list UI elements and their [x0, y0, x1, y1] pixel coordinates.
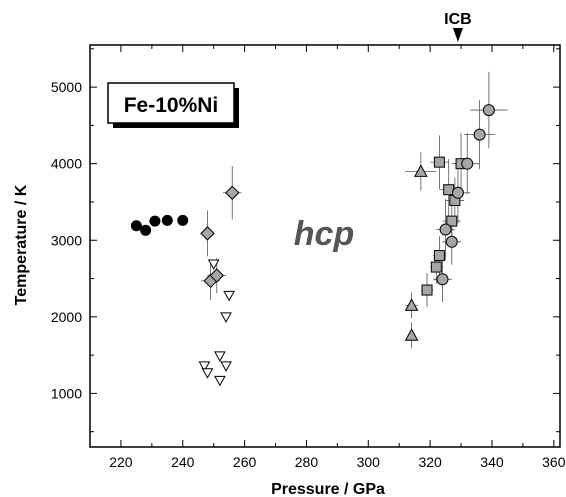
x-tick-label: 320 [418, 454, 442, 470]
data-point [225, 185, 240, 200]
data-point [473, 128, 486, 141]
data-point [451, 186, 464, 199]
y-tick-label: 5000 [51, 79, 82, 95]
data-point [436, 273, 449, 286]
data-point [404, 298, 419, 311]
icb-arrow-icon [452, 28, 463, 42]
y-axis-title: Temperature / K [13, 184, 30, 305]
x-tick-label: 340 [480, 454, 504, 470]
x-tick-label: 300 [357, 454, 381, 470]
data-point [214, 375, 226, 387]
error-bars [201, 71, 508, 349]
data-point [433, 250, 445, 262]
data-point [177, 214, 189, 226]
data-point [201, 368, 214, 379]
data-point [198, 361, 211, 372]
y-tick-label: 4000 [51, 156, 82, 172]
y-tick-label: 3000 [51, 232, 82, 248]
data-point [414, 164, 428, 177]
data-point [461, 157, 474, 170]
sample-label: Fe-10%Ni [124, 94, 219, 117]
data-point [149, 215, 161, 227]
data-markers [130, 104, 495, 387]
sample-label-box: Fe-10%Ni [107, 82, 239, 128]
data-point [161, 214, 173, 226]
x-tick-label: 260 [233, 454, 257, 470]
data-point [200, 226, 215, 241]
data-point [140, 224, 152, 236]
y-tick-label: 2000 [51, 309, 82, 325]
y-tick-label: 1000 [51, 385, 82, 401]
data-point [439, 223, 452, 236]
icb-label: ICB [444, 11, 472, 28]
data-point [207, 259, 220, 271]
data-point [445, 235, 458, 248]
axis-ticks: 220 240 260 280 300 320 340 360 1000 2000 3000 4000… [51, 45, 566, 470]
plot-frame [89, 44, 561, 448]
x-axis-title: Pressure / GPa [271, 481, 385, 497]
x-tick-label: 280 [295, 454, 319, 470]
data-point [482, 104, 495, 117]
data-point [404, 328, 419, 341]
data-point [430, 261, 442, 273]
data-point [220, 361, 232, 372]
phase-label: hcp [294, 215, 354, 253]
data-point [220, 312, 232, 323]
data-point [446, 215, 458, 227]
data-point [223, 290, 235, 302]
data-point [421, 284, 433, 296]
x-tick-label: 240 [171, 454, 195, 470]
data-point [433, 156, 445, 168]
data-point [209, 268, 224, 283]
x-tick-label: 360 [542, 454, 566, 470]
data-point [130, 220, 142, 232]
x-tick-label: 220 [109, 454, 133, 470]
data-point [214, 351, 226, 362]
